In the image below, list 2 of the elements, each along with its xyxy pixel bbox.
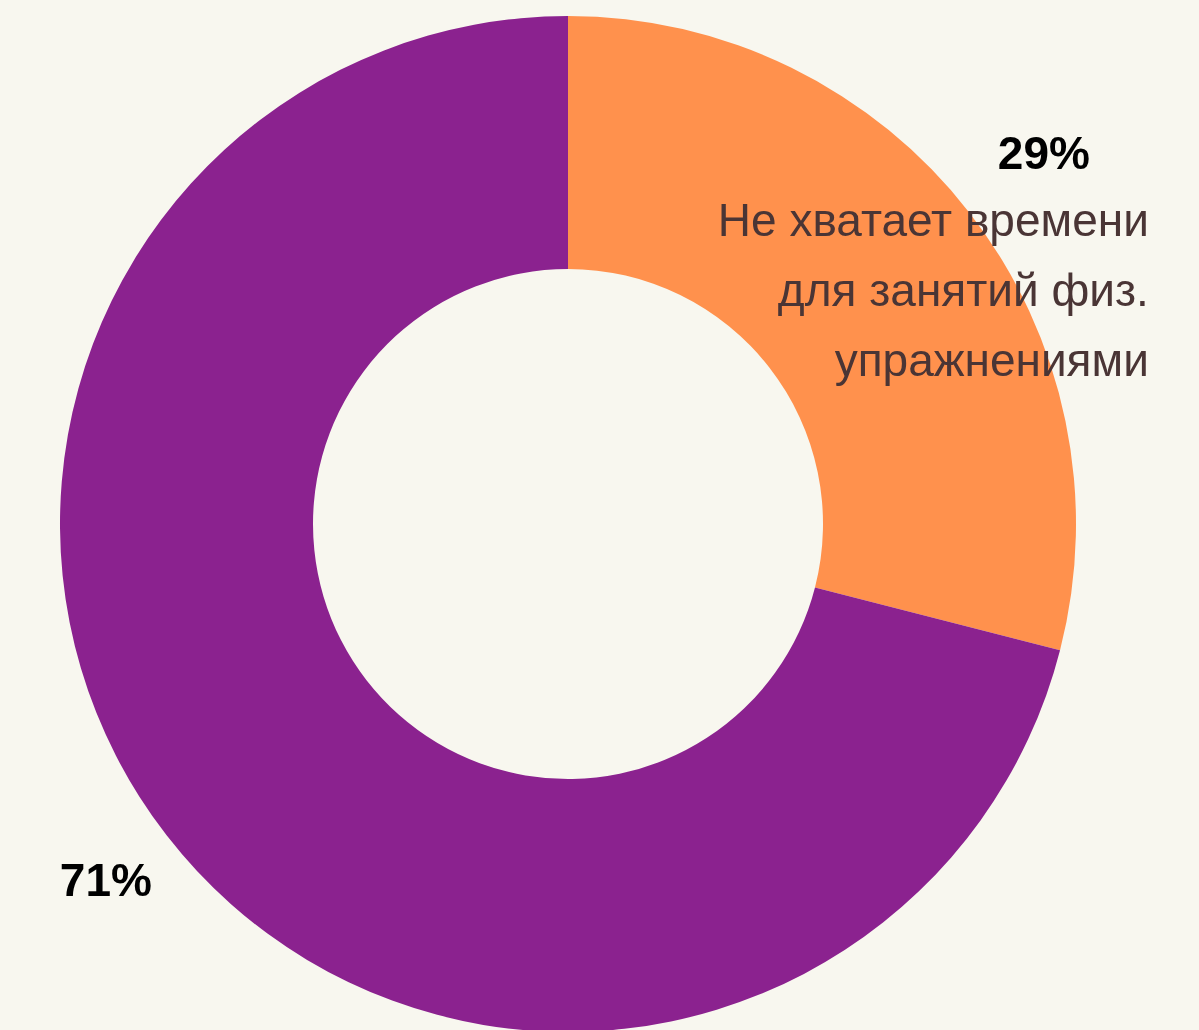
data-label: 29% <box>997 126 1090 179</box>
data-label: 71% <box>59 854 152 907</box>
